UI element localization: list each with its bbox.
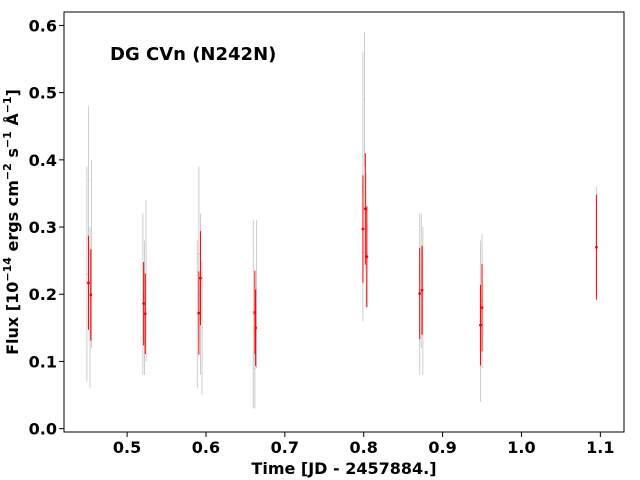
x-axis-label: Time [JD - 2457884.] xyxy=(251,459,436,478)
background-spectra-point xyxy=(85,273,88,275)
y-tick-label: 0.1 xyxy=(29,352,57,371)
background-spectra-point xyxy=(252,313,255,316)
plot-frame xyxy=(63,11,625,433)
background-spectra-point xyxy=(201,326,203,329)
x-tick-label: 0.7 xyxy=(271,438,299,457)
y-axis-label: Flux [10−14 ergs cm−2 s−1 Å−1] xyxy=(1,89,22,355)
flux-series xyxy=(87,153,598,367)
background-spectra-point xyxy=(87,179,90,181)
y-tick-label: 0.4 xyxy=(29,151,57,170)
flux-point xyxy=(363,207,367,211)
x-tick-label: 0.6 xyxy=(192,438,220,457)
flux-point xyxy=(143,312,147,316)
background-spectra-point xyxy=(363,98,366,101)
x-tick-label: 0.8 xyxy=(350,438,378,457)
x-tick-label: 1.0 xyxy=(507,438,535,457)
y-tick-label: 0.5 xyxy=(29,84,57,103)
y-tick-label: 0.3 xyxy=(29,218,57,237)
x-tick-label: 0.9 xyxy=(428,438,456,457)
flux-point xyxy=(197,311,201,315)
flux-point xyxy=(420,288,424,292)
flux-point xyxy=(418,292,422,295)
flux-point xyxy=(480,306,484,310)
background-spectra-point xyxy=(196,313,199,316)
y-axis: 0.0 0.1 0.2 0.3 0.4 0.5 0.6 xyxy=(29,16,64,439)
chart-title: DG CVn (N242N) xyxy=(110,44,276,65)
flux-point xyxy=(594,245,598,249)
y-tick-label: 0.2 xyxy=(29,285,57,304)
x-axis: 0.5 0.6 0.7 0.8 0.9 1.0 1.1 xyxy=(113,432,615,457)
flux-point xyxy=(361,227,365,231)
flux-point xyxy=(199,276,202,280)
background-spectra-point xyxy=(253,367,256,370)
flux-point xyxy=(87,281,90,285)
flux-point xyxy=(89,293,93,297)
flux-point xyxy=(254,326,258,330)
flux-point xyxy=(479,323,482,327)
flux-point xyxy=(142,302,146,306)
x-tick-label: 1.1 xyxy=(586,438,614,457)
background-spectra-point xyxy=(197,253,200,255)
y-tick-label: 0.6 xyxy=(29,16,57,35)
y-tick-label: 0.0 xyxy=(29,420,57,439)
flux-point xyxy=(365,255,369,259)
x-tick-label: 0.5 xyxy=(113,438,141,457)
